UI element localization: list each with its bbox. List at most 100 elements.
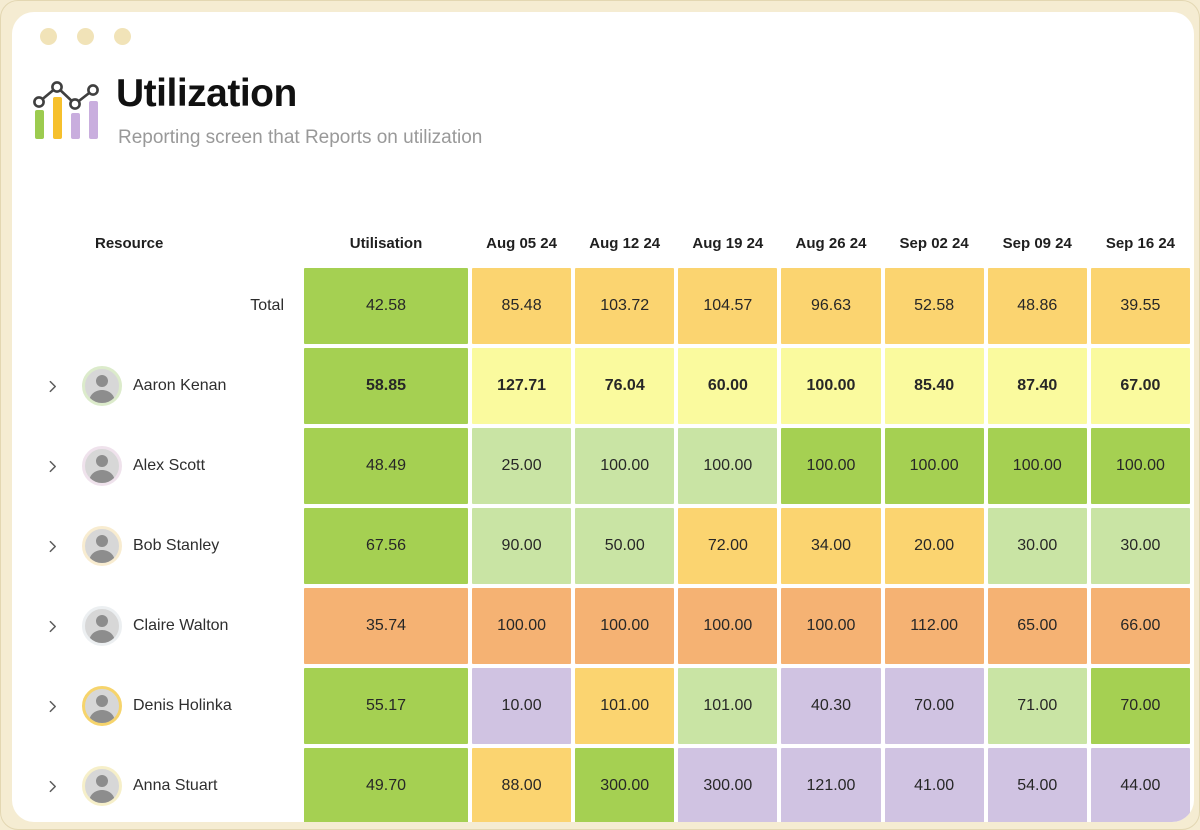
table-header-row: Resource Utilisation Aug 05 24 Aug 12 24 Au… [38, 222, 1190, 264]
chevron-right-icon[interactable] [44, 698, 60, 714]
period-value-cell: 300.00 [678, 748, 778, 822]
column-header: Aug 05 24 [486, 234, 557, 252]
period-value-cell: 72.00 [678, 508, 778, 584]
column-header: Aug 19 24 [692, 234, 764, 252]
utilisation-value-cell: 35.74 [304, 588, 468, 664]
period-value-cell: 70.00 [1090, 668, 1190, 744]
period-value-cell: 100.00 [781, 588, 881, 664]
period-value-cell: 104.57 [678, 268, 778, 344]
table-row[interactable]: Bob Stanley 67.56 90.00 50.00 72.00 34.00 20.0… [38, 508, 1190, 584]
column-header: Aug 26 24 [795, 234, 867, 252]
resource-cell: Claire Walton [38, 588, 300, 664]
avatar [82, 446, 122, 486]
table-row[interactable]: Denis Holinka 55.17 10.00 101.00 101.00 40.30… [38, 668, 1190, 744]
period-value-cell: 20.00 [884, 508, 984, 584]
table-row[interactable]: Claire Walton 35.74 100.00 100.00 100.00 100.… [38, 588, 1190, 664]
resource-cell: Denis Holinka [38, 668, 300, 744]
period-value-cell: 85.40 [884, 348, 984, 424]
period-value-cell: 100.00 [575, 428, 675, 504]
period-value-cell: 300.00 [575, 748, 675, 822]
table-row[interactable]: Total 42.58 85.48 103.72 104.57 96.63 52.58 48.… [38, 268, 1190, 344]
period-value-cell: 66.00 [1090, 588, 1190, 664]
resource-cell: Bob Stanley [38, 508, 300, 584]
period-value-cell: 88.00 [472, 748, 572, 822]
period-value-cell: 40.30 [781, 668, 881, 744]
period-value-cell: 50.00 [575, 508, 675, 584]
period-value-cell: 41.00 [884, 748, 984, 822]
period-value-cell: 52.58 [884, 268, 984, 344]
resource-name: Claire Walton [133, 617, 229, 634]
page-subtitle: Reporting screen that Reports on utiliza… [118, 126, 483, 148]
utilisation-value-cell: 58.85 [304, 348, 468, 424]
period-value-cell: 34.00 [781, 508, 881, 584]
avatar [82, 686, 122, 726]
column-header: Sep 09 24 [1002, 234, 1072, 252]
resource-cell: Alex Scott [38, 428, 300, 504]
period-value-cell: 76.04 [575, 348, 675, 424]
report-header: Utilization Reporting screen that Report… [32, 72, 482, 149]
window-dot[interactable] [40, 28, 57, 45]
period-value-cell: 48.86 [987, 268, 1087, 344]
resource-name: Aaron Kenan [133, 377, 227, 394]
period-value-cell: 67.00 [1090, 348, 1190, 424]
period-value-cell: 101.00 [575, 668, 675, 744]
chevron-right-icon[interactable] [44, 538, 60, 554]
period-value-cell: 70.00 [884, 668, 984, 744]
column-header: Utilisation [349, 234, 423, 252]
period-value-cell: 30.00 [1090, 508, 1190, 584]
column-header: Sep 02 24 [899, 234, 969, 252]
period-value-cell: 39.55 [1090, 268, 1190, 344]
avatar [82, 526, 122, 566]
period-value-cell: 100.00 [781, 348, 881, 424]
period-value-cell: 100.00 [781, 428, 881, 504]
table-row[interactable]: Alex Scott 48.49 25.00 100.00 100.00 100.00 10… [38, 428, 1190, 504]
period-value-cell: 90.00 [472, 508, 572, 584]
period-value-cell: 71.00 [987, 668, 1087, 744]
column-header: Sep 16 24 [1105, 234, 1176, 252]
period-value-cell: 103.72 [575, 268, 675, 344]
period-value-cell: 100.00 [678, 588, 778, 664]
page-title: Utilization [116, 72, 297, 115]
period-value-cell: 100.00 [678, 428, 778, 504]
period-value-cell: 100.00 [884, 428, 984, 504]
window-dot[interactable] [77, 28, 94, 45]
total-row-label-cell: Total [38, 268, 300, 344]
table-body: Total 42.58 85.48 103.72 104.57 96.63 52.58 48.… [38, 268, 1190, 822]
period-value-cell: 30.00 [987, 508, 1087, 584]
utilisation-value-cell: 48.49 [304, 428, 468, 504]
period-value-cell: 10.00 [472, 668, 572, 744]
chevron-right-icon[interactable] [44, 618, 60, 634]
utilisation-value-cell: 67.56 [304, 508, 468, 584]
period-value-cell: 101.00 [678, 668, 778, 744]
column-header-resource: Resource [95, 234, 164, 252]
bar-line-chart-icon [33, 81, 99, 139]
table-row[interactable]: Anna Stuart 49.70 88.00 300.00 300.00 121.00 4… [38, 748, 1190, 822]
chevron-right-icon[interactable] [44, 458, 60, 474]
table-row[interactable]: Aaron Kenan 58.85 127.71 76.04 60.00 100.00 85… [38, 348, 1190, 424]
period-value-cell: 65.00 [987, 588, 1087, 664]
period-value-cell: 100.00 [575, 588, 675, 664]
utilisation-value-cell: 55.17 [304, 668, 468, 744]
period-value-cell: 127.71 [472, 348, 572, 424]
period-value-cell: 25.00 [472, 428, 572, 504]
chevron-right-icon[interactable] [44, 378, 60, 394]
period-value-cell: 96.63 [781, 268, 881, 344]
resource-cell: Anna Stuart [38, 748, 300, 822]
chevron-right-icon[interactable] [44, 778, 60, 794]
resource-name: Bob Stanley [133, 537, 220, 554]
utilization-report-table: Resource Utilisation Aug 05 24 Aug 12 24 Au… [38, 222, 1190, 822]
period-value-cell: 100.00 [472, 588, 572, 664]
period-value-cell: 60.00 [678, 348, 778, 424]
window-dot[interactable] [114, 28, 131, 45]
period-value-cell: 121.00 [781, 748, 881, 822]
period-value-cell: 54.00 [987, 748, 1087, 822]
period-value-cell: 100.00 [1090, 428, 1190, 504]
period-value-cell: 87.40 [987, 348, 1087, 424]
window-controls [40, 28, 131, 45]
avatar [82, 606, 122, 646]
utilisation-value-cell: 49.70 [304, 748, 468, 822]
column-header: Aug 12 24 [589, 234, 661, 252]
period-value-cell: 112.00 [884, 588, 984, 664]
app-window: Utilization Reporting screen that Report… [12, 12, 1194, 822]
period-value-cell: 44.00 [1090, 748, 1190, 822]
